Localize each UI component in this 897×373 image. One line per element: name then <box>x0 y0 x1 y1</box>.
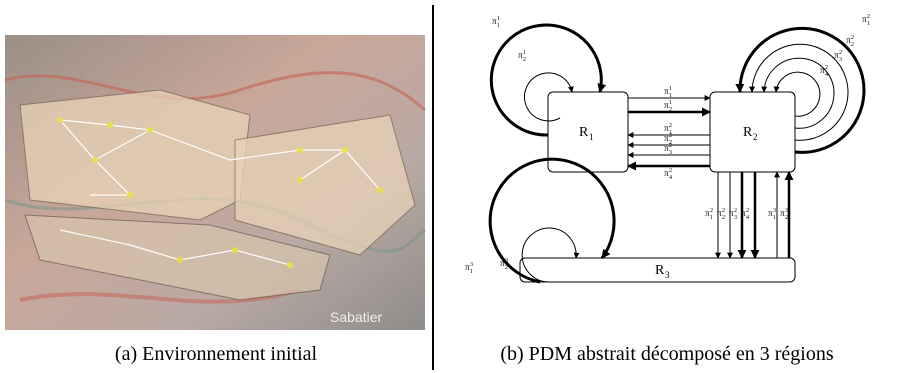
policy-subscript: 3 <box>734 215 737 221</box>
caption-a: (a) Environnement initial <box>115 343 318 365</box>
policy-superscript: 2 <box>825 65 828 71</box>
page: Sabatier (a) Environnement initial R1R2 <box>0 0 897 373</box>
policy-superscript: 2 <box>746 208 749 214</box>
policy-subscript: 1 <box>470 269 473 275</box>
policy-subscript: 3 <box>669 150 672 156</box>
policy-subscript: 1 <box>773 215 776 221</box>
policy-subscript: 4 <box>669 175 672 181</box>
policy-subscript: 2 <box>851 42 854 48</box>
region-subscript: 3 <box>665 270 670 280</box>
policy-subscript: 2 <box>669 107 672 113</box>
region-label: R <box>743 125 753 140</box>
policy-subscript: 4 <box>825 72 828 78</box>
policy-superscript: 1 <box>669 86 672 92</box>
policy-superscript: 2 <box>734 208 737 214</box>
policy-superscript: 1 <box>523 50 526 56</box>
policy-superscript: 2 <box>722 208 725 214</box>
policy-superscript: 3 <box>785 208 788 214</box>
policy-superscript: 2 <box>839 50 842 56</box>
policy-subscript: 1 <box>669 93 672 99</box>
map-image: Sabatier <box>5 35 425 330</box>
policy-superscript: 2 <box>851 35 854 41</box>
region-label: R <box>579 125 589 140</box>
policy-superscript: 3 <box>505 258 508 264</box>
policy-subscript: 1 <box>867 21 870 27</box>
caption-b: (b) PDM abstrait décomposé en 3 régions <box>500 343 833 365</box>
map-label: Sabatier <box>330 309 382 325</box>
policy-superscript: 2 <box>669 168 672 174</box>
policy-superscript: 2 <box>669 123 672 129</box>
policy-superscript: 2 <box>669 143 672 149</box>
policy-subscript: 2 <box>505 265 508 271</box>
policy-superscript: 1 <box>497 16 500 22</box>
region-label: R <box>655 263 665 278</box>
figure: Sabatier (a) Environnement initial R1R2 <box>0 0 897 373</box>
policy-superscript: 1 <box>669 100 672 106</box>
policy-subscript: 4 <box>746 215 749 221</box>
region-subscript: 1 <box>589 132 594 142</box>
policy-subscript: 2 <box>785 215 788 221</box>
policy-subscript: 1 <box>710 215 713 221</box>
policy-subscript: 2 <box>523 57 526 63</box>
policy-superscript: 2 <box>710 208 713 214</box>
policy-superscript: 2 <box>867 14 870 20</box>
policy-subscript: 3 <box>839 57 842 63</box>
policy-superscript: 3 <box>773 208 776 214</box>
diagram <box>490 25 864 282</box>
policy-subscript: 2 <box>722 215 725 221</box>
region-subscript: 2 <box>753 132 758 142</box>
policy-superscript: 3 <box>470 262 473 268</box>
policy-superscript: 2 <box>669 133 672 139</box>
policy-subscript: 1 <box>497 23 500 29</box>
